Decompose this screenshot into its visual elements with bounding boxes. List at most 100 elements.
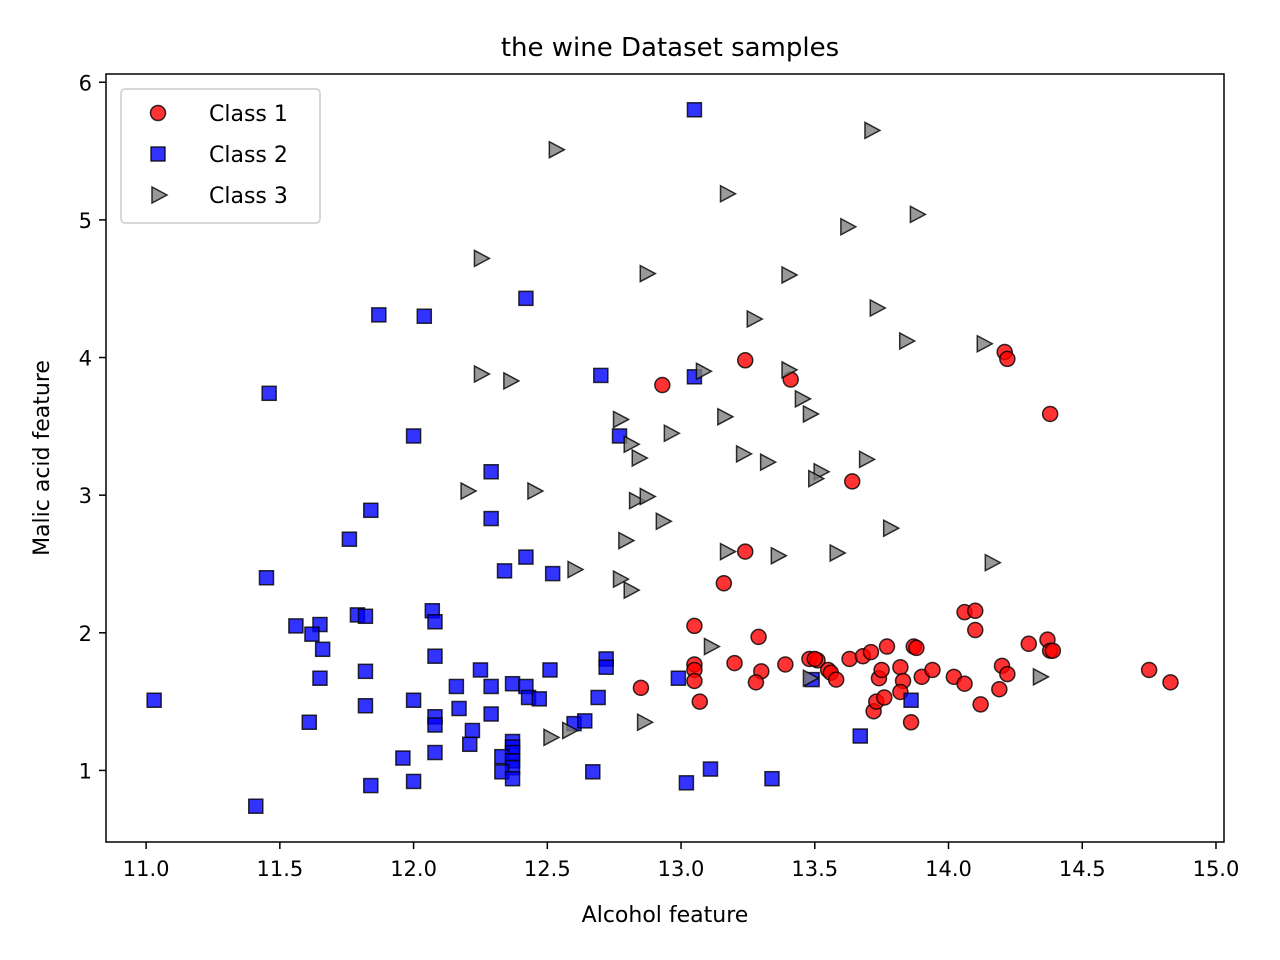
class-2-point: [544, 565, 561, 582]
class-1-point: [806, 650, 824, 668]
class-3-point: [909, 205, 928, 224]
class-3-point: [802, 668, 821, 688]
class-2-point: [427, 717, 443, 733]
class-2-point: [670, 670, 687, 686]
class-2-point: [686, 102, 703, 118]
class-3-point: [548, 140, 566, 159]
plot-marks: [146, 102, 1179, 814]
class-2-point: [341, 531, 358, 547]
legend-label: Class 3: [209, 184, 288, 209]
class-2-point: [304, 626, 320, 642]
class-2-point: [483, 510, 499, 527]
class-3-point: [623, 580, 641, 600]
class-3-point: [770, 546, 788, 565]
class-3-point: [618, 531, 636, 550]
class-2-point: [504, 770, 521, 787]
class-2-point: [312, 670, 328, 686]
class-1-point: [967, 621, 984, 639]
y-tick-label: 2: [79, 622, 92, 646]
class-1-point: [1020, 635, 1038, 653]
class-3-point: [655, 512, 673, 531]
class-2-point: [427, 614, 443, 630]
class-2-point: [146, 692, 162, 708]
class-2-point: [472, 662, 489, 678]
class-2-point: [504, 675, 521, 692]
class-3-point: [703, 637, 722, 656]
class-2-point: [518, 549, 534, 565]
class-2-point: [427, 648, 443, 664]
class-1-point: [691, 693, 709, 710]
legend-label: Class 2: [209, 143, 288, 168]
class-2-point: [483, 678, 499, 695]
class-1-point: [1162, 674, 1179, 691]
class-3-point: [781, 360, 799, 380]
class-1-point: [1044, 642, 1062, 659]
class-1-point: [736, 543, 754, 560]
class-2-point: [518, 290, 534, 307]
class-2-point: [357, 663, 374, 680]
class-2-point: [314, 641, 331, 658]
class-1-point: [1041, 405, 1059, 423]
class-3-point: [976, 334, 994, 354]
class-3-point: [864, 121, 882, 140]
class-2-point: [531, 691, 548, 707]
x-axis-ticks: 11.0 11.5 12.0 12.5 13.0 13.5 14.0 14.5 15.0: [123, 842, 1240, 881]
class-2-point: [405, 428, 422, 444]
class-1-point: [967, 602, 984, 620]
class-3-point: [612, 410, 631, 429]
class-3-point: [695, 362, 714, 381]
class-2-point: [483, 464, 499, 480]
x-tick-label: 11.0: [123, 857, 170, 881]
class-3-point: [612, 569, 631, 589]
class-3-point: [473, 249, 492, 268]
class-2-point: [852, 728, 868, 744]
class-1-point: [750, 628, 767, 646]
class-1-point: [654, 376, 671, 394]
class-3-point: [561, 721, 580, 740]
x-tick-label: 13.5: [791, 857, 838, 881]
class-3-point: [882, 518, 901, 538]
class-2-point: [462, 736, 478, 753]
class-1-point: [862, 643, 880, 661]
class-3-point: [473, 364, 492, 384]
class-2-point: [448, 678, 465, 695]
class-3-point: [631, 448, 649, 468]
class-3-point: [898, 331, 917, 351]
class-2-point: [261, 385, 277, 402]
class-3-point: [628, 491, 647, 510]
class-2-point: [405, 692, 422, 708]
class-3-point: [567, 560, 585, 579]
class-1-point: [999, 665, 1016, 683]
class-3-point: [639, 264, 657, 283]
class-3-point: [781, 265, 799, 285]
class-3-point: [717, 407, 735, 426]
class-3-point: [460, 481, 478, 501]
class-2-point: [611, 428, 628, 444]
class-1-point: [747, 674, 765, 691]
class-2-point: [371, 307, 387, 323]
class-2-point: [542, 662, 558, 678]
class-3-point: [663, 423, 681, 443]
legend-box: [120, 88, 321, 224]
class-2-point: [577, 713, 593, 729]
plot-frame: [105, 73, 1225, 843]
class-2-point: [301, 714, 318, 731]
legend-label: Class 1: [209, 102, 288, 127]
class-1-point: [827, 671, 845, 688]
class-3-point: [527, 481, 545, 501]
class-2-point: [496, 563, 513, 579]
class-3-point: [802, 404, 821, 424]
class-3-point: [719, 542, 738, 561]
class-1-point: [873, 661, 890, 679]
class-2-point: [363, 777, 379, 794]
class-3-point: [829, 543, 847, 563]
legend-marker: [150, 146, 166, 162]
class-2-point: [288, 618, 304, 634]
class-2-point: [405, 773, 422, 790]
class-1-point: [999, 350, 1016, 368]
x-tick-label: 15.0: [1193, 857, 1240, 881]
class-1-point: [686, 672, 703, 690]
class-2-point: [248, 798, 264, 814]
class-1-point: [924, 661, 941, 679]
class-1-point: [902, 714, 920, 731]
